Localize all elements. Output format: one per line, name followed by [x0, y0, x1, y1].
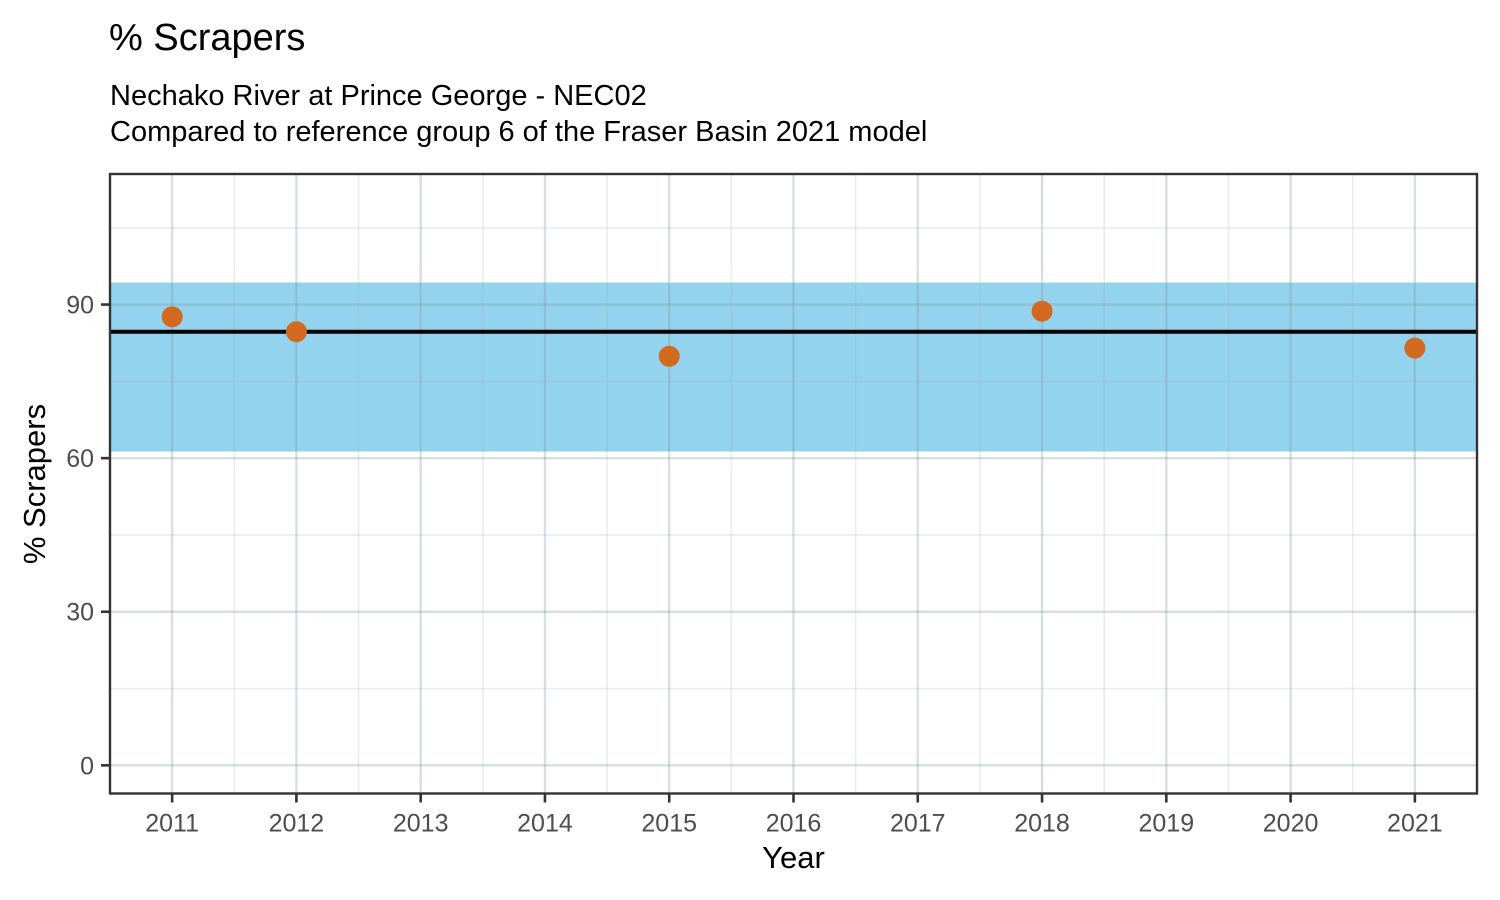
- y-tick-label: 60: [66, 445, 94, 473]
- data-point-2011: [161, 306, 183, 328]
- y-tick-label: 0: [80, 752, 94, 780]
- chart-subtitle-line1: Nechako River at Prince George - NEC02: [110, 80, 647, 112]
- chart-title: % Scrapers: [109, 17, 306, 59]
- x-axis-title: Year: [762, 840, 825, 875]
- data-point-2021: [1404, 337, 1426, 359]
- y-tick-label: 30: [66, 599, 94, 627]
- y-axis-title: % Scrapers: [17, 403, 52, 565]
- data-point-2015: [658, 345, 680, 367]
- x-tick-label: 2012: [269, 810, 325, 838]
- data-point-2012: [285, 321, 307, 343]
- x-tick-label: 2011: [145, 810, 199, 838]
- x-tick-label: 2018: [1014, 810, 1070, 838]
- chart-subtitle-line2: Compared to reference group 6 of the Fra…: [110, 116, 928, 148]
- data-point-2018: [1031, 300, 1053, 322]
- x-tick-label: 2017: [890, 810, 946, 838]
- x-tick-label: 2020: [1263, 810, 1319, 838]
- panel-background: [110, 174, 1477, 794]
- y-tick-label: 90: [66, 292, 94, 320]
- x-tick-label: 2015: [641, 810, 697, 838]
- x-tick-label: 2019: [1139, 810, 1195, 838]
- reference-band: [110, 282, 1477, 452]
- x-tick-label: 2016: [766, 810, 822, 838]
- x-tick-label: 2014: [517, 810, 573, 838]
- x-tick-label: 2013: [393, 810, 449, 838]
- x-tick-label: 2021: [1387, 810, 1443, 838]
